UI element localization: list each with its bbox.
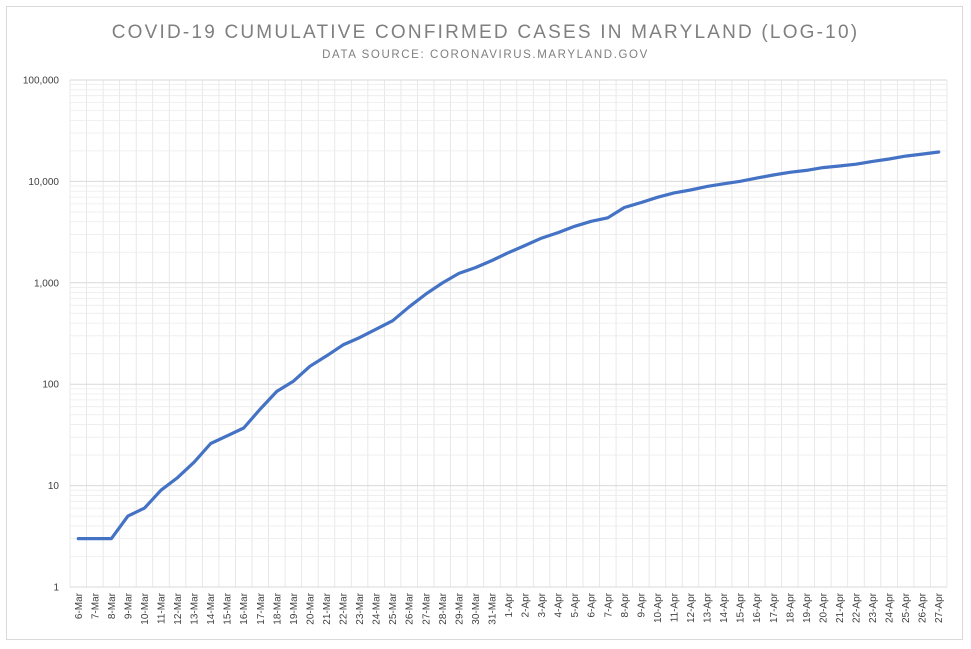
x-tick-label: 16-Mar (239, 592, 250, 624)
x-tick-label: 28-Mar (438, 592, 449, 624)
x-tick-label: 6-Apr (587, 592, 598, 617)
y-axis-tick-labels: 1 10 100 1,000 10,000 100,000 (23, 76, 60, 594)
x-tick-label: 9-Mar (123, 592, 134, 619)
horizontal-gridlines (70, 79, 947, 588)
x-tick-label: 18-Apr (785, 592, 796, 623)
y-tick-label: 100,000 (23, 76, 60, 87)
x-tick-label: 9-Apr (636, 592, 647, 617)
x-tick-label: 1-Apr (504, 592, 515, 617)
x-tick-label: 24-Mar (372, 592, 383, 624)
y-tick-label: 10 (48, 481, 60, 492)
x-tick-label: 8-Mar (107, 592, 118, 619)
x-tick-label: 20-Mar (305, 592, 316, 624)
x-tick-label: 22-Mar (339, 592, 350, 624)
cases-series (76, 150, 941, 541)
x-tick-label: 15-Apr (736, 592, 747, 623)
x-tick-label: 26-Mar (405, 592, 416, 624)
x-tick-label: 21-Apr (835, 592, 846, 623)
x-tick-label: 22-Apr (851, 592, 862, 623)
x-tick-label: 11-Apr (669, 592, 680, 622)
x-tick-label: 25-Apr (901, 592, 912, 623)
chart-title: COVID-19 CUMULATIVE CONFIRMED CASES IN M… (111, 22, 860, 43)
y-tick-label: 1,000 (34, 278, 59, 289)
x-tick-label: 17-Apr (769, 592, 780, 623)
x-tick-label: 7-Mar (90, 592, 101, 619)
x-tick-label: 17-Mar (256, 592, 267, 624)
x-tick-label: 18-Mar (272, 592, 283, 624)
x-tick-label: 23-Apr (868, 592, 879, 623)
x-tick-label: 19-Mar (289, 592, 300, 624)
x-tick-label: 31-Mar (487, 592, 498, 624)
x-tick-label: 14-Apr (719, 592, 730, 623)
x-tick-label: 25-Mar (388, 592, 399, 624)
x-tick-label: 7-Apr (603, 592, 614, 617)
y-tick-label: 1 (53, 583, 59, 594)
x-tick-label: 5-Apr (570, 592, 581, 617)
x-tick-label: 13-Mar (190, 592, 201, 624)
x-tick-label: 21-Mar (322, 592, 333, 624)
y-tick-label: 10,000 (28, 177, 59, 188)
x-tick-label: 30-Mar (471, 592, 482, 624)
x-tick-label: 12-Apr (686, 592, 697, 623)
x-tick-label: 27-Apr (934, 592, 945, 623)
x-tick-label: 19-Apr (802, 592, 813, 623)
x-tick-label: 3-Apr (537, 592, 548, 617)
vertical-gridlines (69, 80, 948, 587)
x-axis-tick-labels: 6-Mar 7-Mar 8-Mar 9-Mar 10-Mar 11-Mar 12-Mar 13… (74, 592, 945, 624)
x-tick-label: 13-Apr (703, 592, 714, 623)
x-tick-label: 2-Apr (521, 592, 532, 617)
x-tick-label: 4-Apr (554, 592, 565, 617)
chart-subtitle: DATA SOURCE: CORONAVIRUS.MARYLAND.GOV (322, 49, 649, 61)
x-tick-label: 27-Mar (421, 592, 432, 624)
x-tick-label: 23-Mar (355, 592, 366, 624)
x-tick-label: 20-Apr (818, 592, 829, 623)
series-line (76, 150, 941, 541)
y-tick-label: 100 (42, 380, 59, 391)
x-tick-label: 12-Mar (173, 592, 184, 624)
x-tick-label: 26-Apr (918, 592, 929, 623)
x-tick-label: 11-Mar (157, 592, 168, 624)
x-tick-label: 14-Mar (206, 592, 217, 624)
x-tick-label: 8-Apr (620, 592, 631, 617)
x-tick-label: 16-Apr (752, 592, 763, 623)
x-tick-label: 24-Apr (885, 592, 896, 623)
x-tick-label: 29-Mar (454, 592, 465, 624)
x-tick-label: 10-Mar (140, 592, 151, 624)
x-tick-label: 10-Apr (653, 592, 664, 623)
x-tick-label: 15-Mar (223, 592, 234, 624)
x-tick-label: 6-Mar (74, 592, 85, 619)
